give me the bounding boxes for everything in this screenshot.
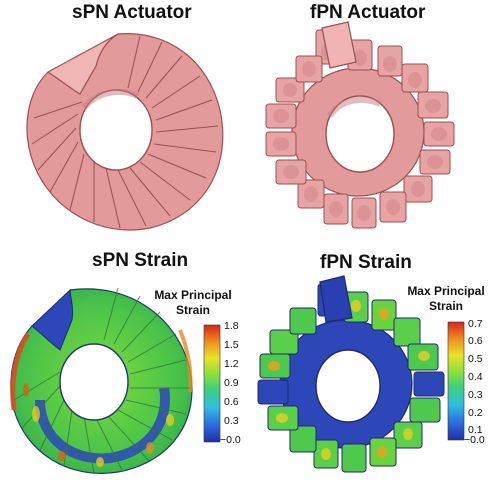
colorbar-right (447, 321, 465, 441)
colorbar-left-tick: 0.6 (224, 396, 239, 408)
colorbar-left-title-line1: Max Principal (154, 288, 232, 302)
colorbar-left-title-line2: Strain (175, 303, 210, 317)
spn-strain-model (10, 287, 193, 475)
colorbar-right-tick: −0.0 (464, 434, 485, 446)
colorbar-right-tick: 0.7 (468, 318, 483, 330)
colorbar-right-title-line1: Max Principal (407, 284, 485, 298)
colorbar-right-tick: 0.1 (468, 424, 483, 436)
colorbar-left-tick: 0.3 (224, 415, 239, 427)
colorbar-right-title-line2: Strain (428, 299, 463, 313)
colorbar-right-title: Max Principal Strain (400, 284, 492, 314)
title-fpn-strain: fPN Strain (320, 252, 412, 273)
colorbar-right-tick: 0.3 (468, 389, 483, 401)
colorbar-left (203, 324, 221, 443)
colorbar-left-tick: 1.8 (224, 320, 239, 332)
colorbar-right-tick: 0.6 (468, 335, 483, 347)
title-spn-actuator: sPN Actuator (72, 2, 192, 23)
colorbar-left-tick: 1.5 (224, 339, 239, 351)
fpn-strain-model (257, 275, 445, 473)
spn-actuator-model (26, 33, 224, 231)
colorbar-right-tick: 0.4 (468, 371, 483, 383)
colorbar-left-tick: 1.2 (224, 358, 239, 370)
colorbar-left-tick: 0.9 (224, 377, 239, 389)
colorbar-left-title: Max Principal Strain (152, 288, 234, 318)
fpn-actuator-model (265, 21, 455, 229)
title-fpn-actuator: fPN Actuator (310, 2, 426, 23)
title-spn-strain: sPN Strain (92, 250, 189, 271)
colorbar-left-tick: −0.0 (220, 434, 241, 446)
colorbar-right-tick: 0.5 (468, 353, 483, 365)
colorbar-right-tick: 0.2 (468, 407, 483, 419)
